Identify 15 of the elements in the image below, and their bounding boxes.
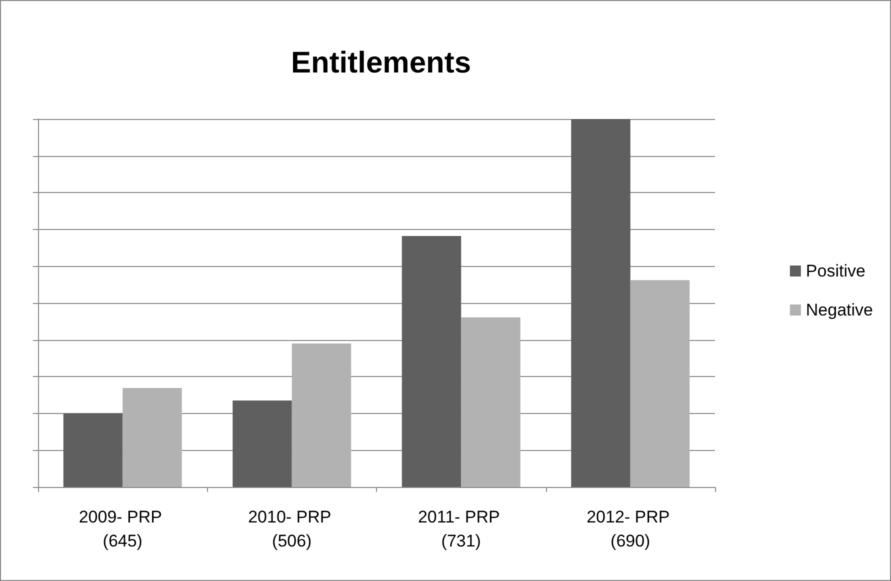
- chart-title: Entitlements: [290, 46, 472, 80]
- bar: [402, 236, 462, 487]
- bar: [292, 343, 352, 487]
- bar: [63, 413, 123, 487]
- x-tick-label: 2012- PRP (690): [586, 508, 674, 550]
- legend-label: Positive: [806, 262, 866, 280]
- bar: [630, 280, 690, 487]
- bar: [232, 400, 292, 487]
- bar: [122, 388, 182, 487]
- x-tick-label: 2009- PRP (645): [78, 508, 166, 550]
- x-tick-label: 2011- PRP (731): [418, 508, 504, 550]
- legend-label: Negative: [806, 300, 874, 320]
- bar: [461, 317, 520, 487]
- x-tick-label: 2010- PRP (506): [248, 508, 336, 550]
- bar: [571, 119, 630, 487]
